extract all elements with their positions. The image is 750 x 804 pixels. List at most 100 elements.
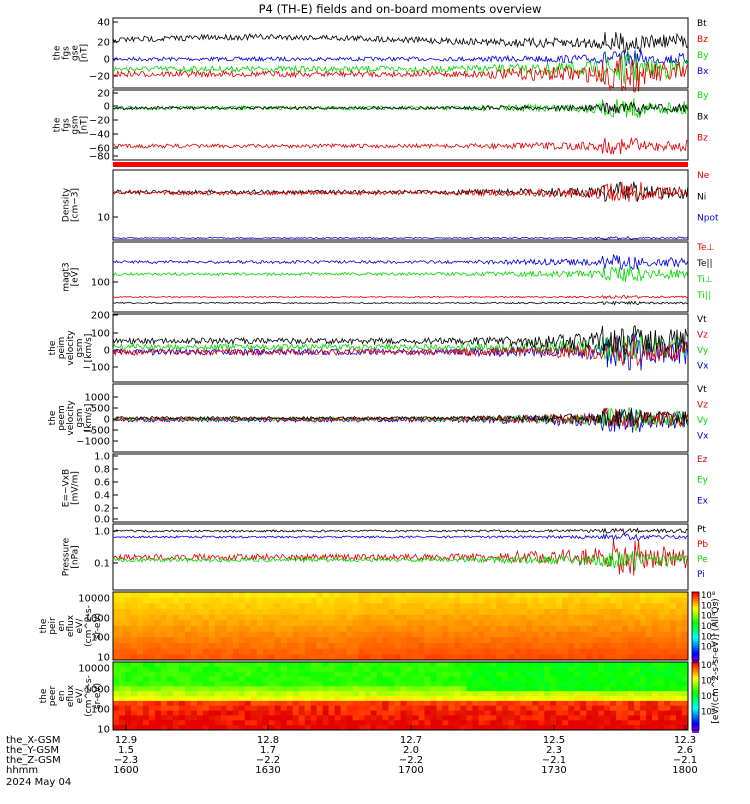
spectrogram-cell: [298, 710, 306, 716]
spectrogram-cell: [610, 715, 617, 721]
spectrogram-cell: [137, 725, 144, 731]
spectrogram-cell: [670, 654, 677, 661]
spectrogram-cell: [682, 720, 689, 726]
spectrogram-cell: [490, 662, 497, 668]
spectrogram-cell: [460, 631, 467, 638]
spectrogram-cell: [358, 654, 366, 661]
spectrogram-cell: [382, 666, 389, 673]
spectrogram-cell: [466, 614, 473, 621]
spectrogram-cell: [430, 666, 437, 673]
spectrogram-cell: [664, 631, 671, 638]
spectrogram-cell: [190, 681, 198, 687]
spectrogram-cell: [418, 715, 425, 721]
spectrogram-cell: [520, 609, 527, 616]
spectrogram-cell: [238, 720, 246, 726]
spectrogram-cell: [286, 715, 294, 721]
spectrogram-cell: [490, 700, 497, 707]
spectrogram-cell: [478, 676, 485, 682]
spectrogram-cell: [622, 720, 629, 726]
spectrogram-cell: [526, 691, 533, 697]
spectrogram-cell: [514, 705, 521, 712]
spectrogram-cell: [196, 710, 204, 716]
spectrogram-cell: [622, 603, 629, 610]
spectrogram-cell: [490, 603, 497, 610]
spectrogram-cell: [358, 715, 366, 721]
spectrogram-cell: [562, 609, 569, 616]
spectrogram-cell: [400, 691, 407, 697]
spectrogram-cell: [262, 691, 270, 697]
spectrogram-cell: [113, 720, 120, 726]
spectrogram-cell: [622, 654, 629, 661]
spectrogram-cell: [670, 637, 677, 644]
spectrogram-cell: [502, 648, 509, 655]
spectrogram-cell: [352, 666, 360, 673]
spectrogram-cell: [137, 686, 144, 692]
spectrogram-cell: [490, 710, 497, 716]
spectrogram-cell: [616, 676, 623, 682]
spectrogram-cell: [382, 637, 389, 644]
spectrogram-cell: [322, 666, 330, 673]
spectrogram-cell: [256, 620, 264, 627]
spectrogram-cell: [454, 700, 461, 707]
spectrogram-cell: [352, 691, 360, 697]
spectrogram-cell: [592, 662, 599, 668]
spectrogram-cell: [352, 710, 360, 716]
spectrogram-cell: [508, 603, 515, 610]
spectrogram-cell: [214, 597, 222, 604]
spectrogram-cell: [214, 686, 222, 692]
panel-ylabel: the peir en eflux eV/(cm^2-s-sr-eV): [39, 605, 103, 647]
spectrogram-cell: [262, 686, 270, 692]
spectrogram-cell: [670, 603, 677, 610]
spectrogram-cell: [418, 662, 425, 668]
spectrogram-cell: [418, 592, 425, 599]
spectrogram-cell: [538, 631, 545, 638]
spectrogram-cell: [664, 676, 671, 682]
y-tick-label: 500: [91, 404, 110, 415]
spectrogram-cell: [244, 626, 252, 633]
spectrogram-cell: [502, 681, 509, 687]
spectrogram-cell: [304, 637, 312, 644]
spectrogram-cell: [220, 614, 228, 621]
spectrogram-cell: [520, 696, 527, 702]
spectrogram-cell: [556, 648, 563, 655]
spectrogram-cell: [670, 710, 677, 716]
spectrogram-cell: [646, 626, 653, 633]
spectrogram-cell: [424, 626, 431, 633]
spectrogram-cell: [532, 631, 539, 638]
spectrogram-cell: [550, 676, 557, 682]
spectrogram-cell: [610, 648, 617, 655]
spectrogram-cell: [490, 666, 497, 673]
spectrogram-cell: [442, 696, 449, 702]
spectrogram-cell: [670, 725, 677, 731]
spectrogram-cell: [400, 597, 407, 604]
spectrogram-cell: [508, 637, 515, 644]
spectrogram-cell: [142, 691, 150, 697]
spectrogram-cell: [113, 676, 120, 682]
colorbar-swatch: [692, 683, 699, 686]
spectrogram-cell: [119, 725, 126, 731]
spectrogram-cell: [310, 592, 318, 599]
spectrogram-cell: [208, 681, 216, 687]
x-row-label: hhmm: [6, 765, 38, 776]
spectrogram-cell: [538, 626, 545, 633]
spectrogram-cell: [208, 700, 216, 707]
colorbar-swatch: [692, 613, 699, 616]
spectrogram-cell: [292, 597, 300, 604]
panel-ylabel: magt3 [eV]: [62, 262, 81, 291]
spectrogram-cell: [208, 705, 216, 712]
spectrogram-cell: [568, 631, 575, 638]
spectrogram-cell: [538, 592, 545, 599]
spectrogram-cell: [682, 700, 689, 707]
spectrogram-cell: [472, 720, 479, 726]
spectrogram-cell: [190, 592, 198, 599]
spectrogram-cell: [334, 626, 342, 633]
ylabel-line: sr-eV): [93, 683, 103, 709]
spectrogram-cell: [664, 671, 671, 678]
spectrogram-cell: [310, 666, 318, 673]
spectrogram-cell: [166, 671, 174, 678]
spectrogram-cell: [388, 637, 395, 644]
spectrogram-cell: [178, 715, 186, 721]
spectrogram-cell: [598, 666, 605, 673]
spectrogram-cell: [544, 626, 551, 633]
ylabel-line: E=−VxB: [62, 469, 72, 507]
